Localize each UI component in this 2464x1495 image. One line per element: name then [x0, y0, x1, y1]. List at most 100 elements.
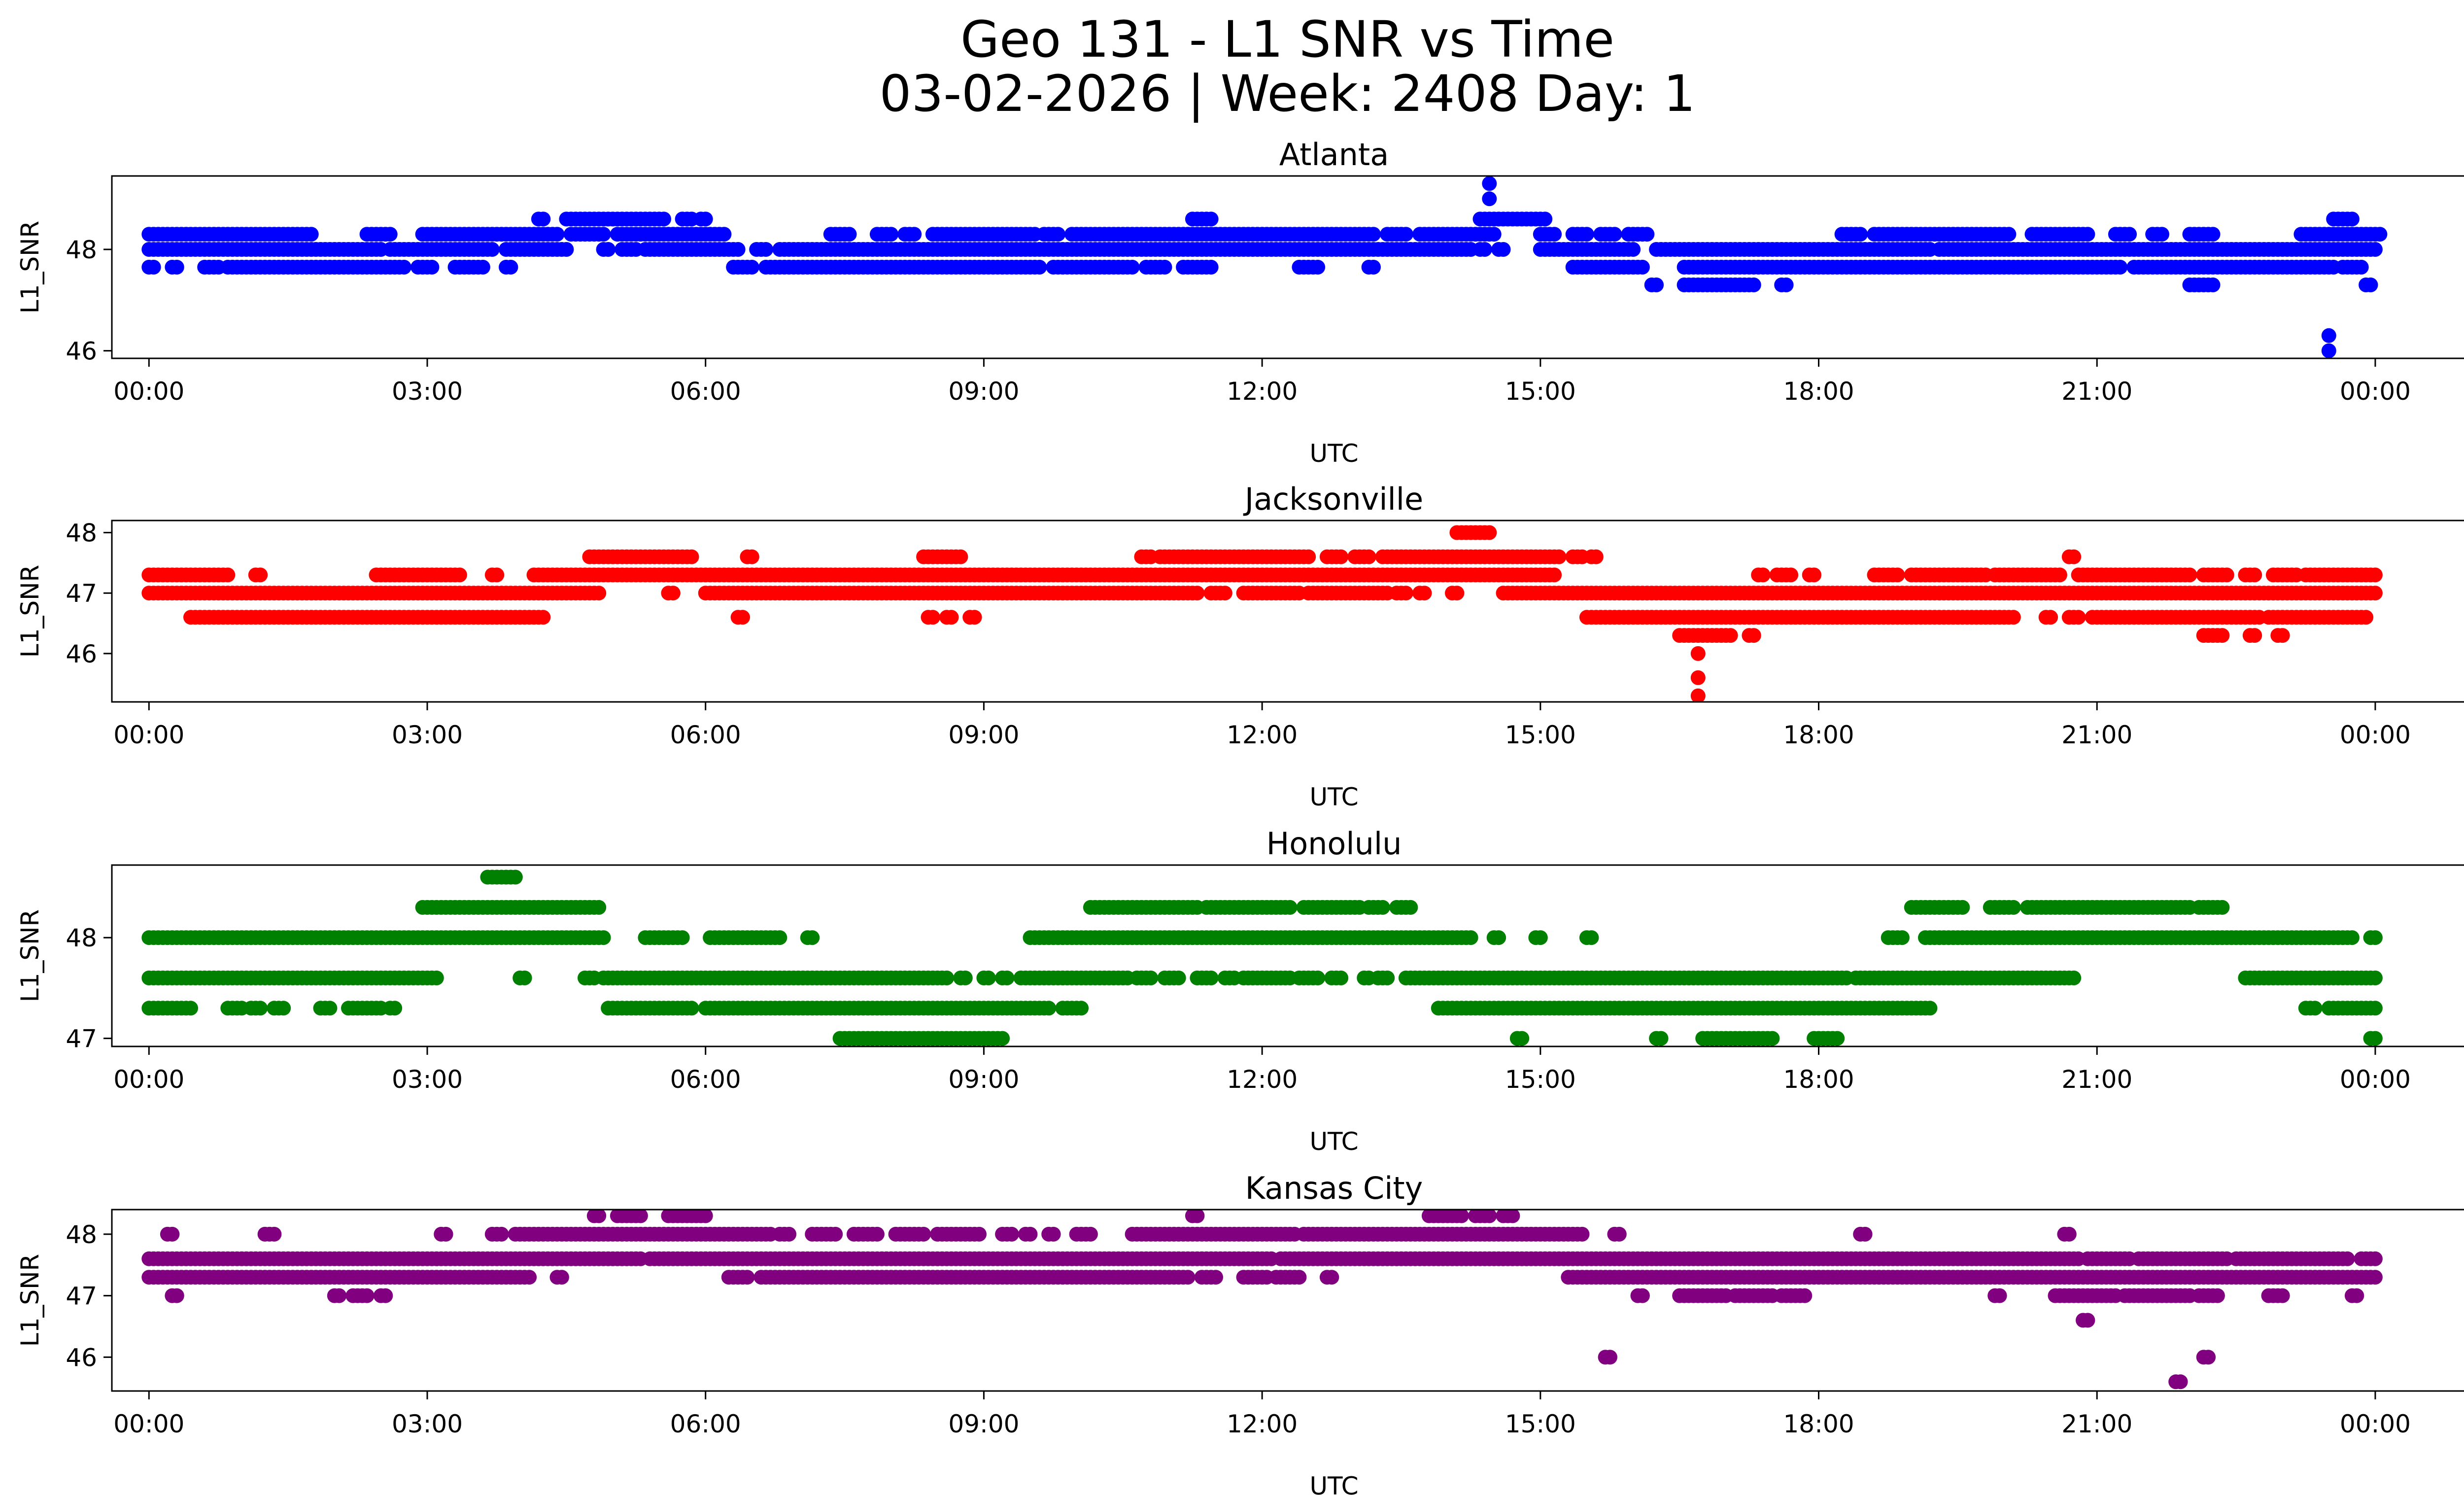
- atlanta-point: [2001, 227, 2017, 242]
- atlanta-point: [2321, 343, 2336, 358]
- honolulu-point: [1514, 1031, 1530, 1046]
- kansas-city-point: [267, 1226, 282, 1242]
- atlanta-data-points: [141, 176, 2388, 358]
- honolulu-point: [675, 930, 690, 945]
- honolulu-point: [1041, 1001, 1057, 1016]
- atlanta-point: [1853, 227, 1868, 242]
- jacksonville-title: Jacksonville: [1243, 481, 1423, 517]
- honolulu-x-tick-label: 09:00: [948, 1065, 1019, 1094]
- jacksonville-point: [744, 549, 759, 564]
- atlanta-point: [1635, 260, 1650, 275]
- honolulu-x-tick-label: 06:00: [670, 1065, 741, 1094]
- atlanta-x-tick-label: 21:00: [2061, 377, 2132, 406]
- atlanta-x-tick-label: 09:00: [948, 377, 1019, 406]
- jacksonville-point: [735, 610, 750, 625]
- figure-title-line2: 03-02-2026 | Week: 2408 Day: 1: [879, 65, 1696, 123]
- honolulu-point: [1203, 971, 1219, 985]
- atlanta-point: [1640, 227, 1655, 242]
- honolulu-point: [1463, 930, 1478, 945]
- honolulu-point: [981, 971, 996, 985]
- kansas-city-point: [169, 1288, 184, 1303]
- honolulu-x-tick-label: 21:00: [2061, 1065, 2132, 1094]
- honolulu-point: [2307, 1001, 2323, 1016]
- atlanta-point: [1366, 227, 1381, 242]
- honolulu-point: [1653, 1031, 1669, 1046]
- jacksonville-point: [1551, 549, 1567, 564]
- honolulu-point: [517, 971, 532, 985]
- honolulu-x-tick-label: 18:00: [1783, 1065, 1854, 1094]
- atlanta-point: [1607, 227, 1622, 242]
- honolulu-point: [958, 971, 973, 985]
- honolulu-x-tick-label: 00:00: [113, 1065, 184, 1094]
- jacksonville-point: [1690, 646, 1706, 661]
- jacksonville-point: [2359, 610, 2374, 625]
- atlanta-title: Atlanta: [1279, 137, 1389, 173]
- atlanta-point: [1626, 242, 1641, 257]
- honolulu-point: [772, 930, 787, 945]
- jacksonville-point: [1301, 549, 1316, 564]
- atlanta-point: [424, 260, 440, 275]
- jacksonville-point: [1783, 567, 1799, 583]
- jacksonville-point: [2367, 567, 2383, 583]
- atlanta-point: [2080, 227, 2095, 242]
- honolulu-point: [1830, 1031, 1845, 1046]
- atlanta-point: [304, 227, 319, 242]
- kansas-city-point: [1797, 1288, 1813, 1303]
- honolulu-title: Honolulu: [1266, 826, 1402, 862]
- honolulu-point: [1955, 900, 1970, 915]
- kansas-city-y-tick-label: 47: [66, 1282, 97, 1311]
- atlanta-x-tick-label: 18:00: [1783, 377, 1854, 406]
- kansas-city-x-tick-label: 18:00: [1783, 1410, 1854, 1438]
- honolulu-point: [322, 1001, 338, 1016]
- kansas-city-point: [1046, 1226, 1061, 1242]
- atlanta-point: [1366, 260, 1381, 275]
- jacksonville-point: [1588, 549, 1604, 564]
- atlanta-point: [698, 211, 713, 227]
- figure-title-line1: Geo 131 - L1 SNR vs Time: [960, 10, 1614, 69]
- honolulu-point: [596, 930, 611, 945]
- jacksonville-x-tick-label: 03:00: [392, 721, 463, 749]
- atlanta-x-axis-label: UTC: [1309, 439, 1358, 468]
- jacksonville-point: [2275, 628, 2290, 643]
- jacksonville-x-tick-label: 09:00: [948, 721, 1019, 749]
- jacksonville-point: [220, 567, 236, 583]
- kansas-city-point: [2367, 1270, 2383, 1285]
- jacksonville-point: [1482, 525, 1497, 540]
- kansas-city-point: [782, 1226, 797, 1242]
- atlanta-y-axis-label: L1_SNR: [16, 221, 44, 314]
- atlanta-point: [1496, 242, 1511, 257]
- honolulu-point: [1282, 900, 1298, 915]
- honolulu-point: [1334, 971, 1349, 985]
- jacksonville-x-axis-label: UTC: [1309, 783, 1358, 811]
- honolulu-point: [591, 900, 607, 915]
- jacksonville-point: [2247, 628, 2262, 643]
- kansas-city-point: [1505, 1210, 1520, 1223]
- jacksonville-data-points: [141, 525, 2383, 702]
- atlanta-point: [1547, 227, 1562, 242]
- jacksonville-point: [536, 610, 551, 625]
- kansas-city-point: [2340, 1251, 2355, 1266]
- atlanta-point: [1538, 211, 1553, 227]
- atlanta-point: [396, 260, 411, 275]
- atlanta-point: [2367, 242, 2383, 257]
- atlanta-point: [2205, 278, 2221, 292]
- kansas-city-point: [740, 1270, 755, 1285]
- kansas-city-point: [1992, 1288, 2007, 1303]
- jacksonville-point: [1361, 549, 1376, 564]
- jacksonville-point: [1217, 586, 1232, 601]
- atlanta-point: [146, 260, 161, 275]
- atlanta-point: [2321, 328, 2336, 343]
- honolulu-y-tick-label: 48: [66, 924, 97, 952]
- atlanta-plot-frame: [111, 175, 2464, 359]
- jacksonville-point: [2215, 628, 2230, 643]
- honolulu-point: [276, 1001, 291, 1016]
- atlanta-point: [2205, 227, 2221, 242]
- honolulu-y-tick-label: 47: [66, 1025, 97, 1053]
- honolulu-point: [1380, 971, 1395, 985]
- kansas-city-point: [378, 1288, 393, 1303]
- atlanta-point: [1051, 227, 1065, 242]
- kansas-city-plot-frame: [111, 1209, 2464, 1392]
- kansas-city-point: [1482, 1210, 1497, 1223]
- jacksonville-x-tick-label: 15:00: [1505, 721, 1576, 749]
- kansas-city-point: [2201, 1350, 2216, 1365]
